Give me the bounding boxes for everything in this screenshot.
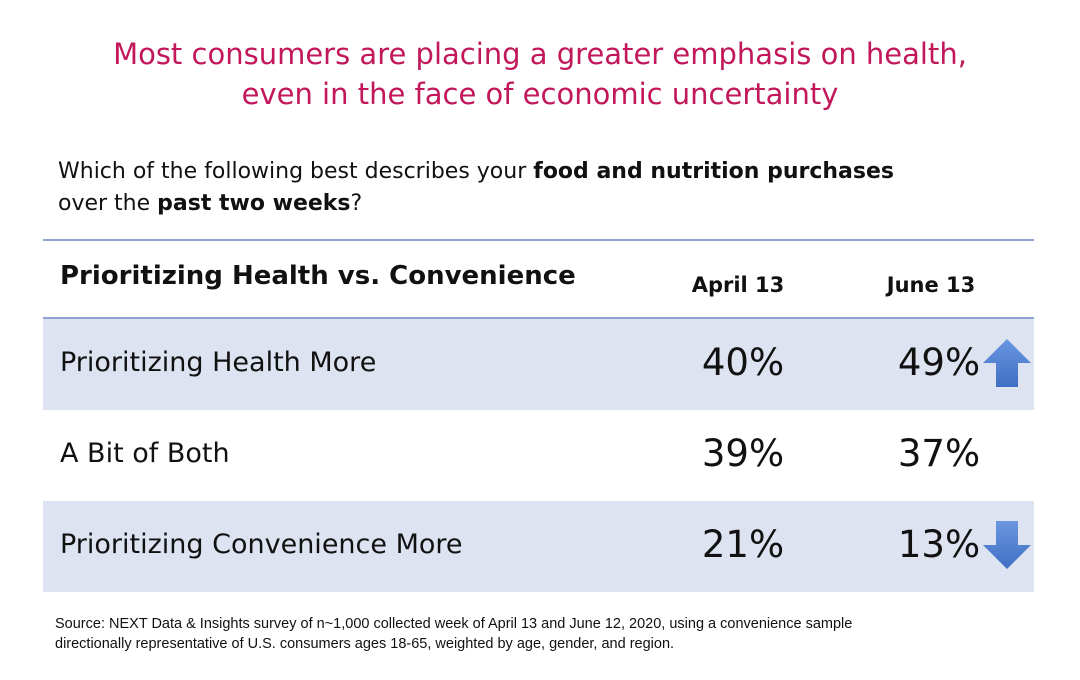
headline: Most consumers are placing a greater emp… [0, 34, 1080, 114]
question-text-3: ? [350, 191, 363, 216]
row-label: Prioritizing Health More [60, 347, 377, 378]
value-april: 21% [701, 523, 785, 566]
headline-line-1: Most consumers are placing a greater emp… [113, 37, 967, 71]
column-header-june: June 13 [886, 273, 976, 297]
arrow-up-icon [983, 339, 1031, 387]
value-april: 39% [701, 432, 785, 475]
source-line-2: directionally representative of U.S. con… [55, 636, 675, 652]
value-april: 40% [701, 341, 785, 384]
headline-line-2: even in the face of economic uncertainty [241, 77, 839, 111]
column-header-april: April 13 [691, 273, 785, 297]
arrow-down-icon [983, 521, 1031, 569]
table-row-health: Prioritizing Health More 40% 49% [43, 319, 1034, 410]
table-title: Prioritizing Health vs. Convenience [60, 261, 576, 291]
value-june: 49% [897, 341, 981, 384]
table-row-both: A Bit of Both 39% 37% [43, 410, 1034, 501]
results-table: Prioritizing Health vs. Convenience Apri… [43, 239, 1034, 592]
value-june: 13% [897, 523, 981, 566]
table-row-convenience: Prioritizing Convenience More 21% 13% [43, 501, 1034, 592]
source-footnote: Source: NEXT Data & Insights survey of n… [55, 614, 1035, 654]
row-label: A Bit of Both [60, 438, 230, 469]
table-header: Prioritizing Health vs. Convenience Apri… [43, 241, 1034, 319]
question-bold-1: food and nutrition purchases [533, 159, 895, 184]
row-label: Prioritizing Convenience More [60, 529, 463, 560]
survey-question: Which of the following best describes yo… [58, 156, 1038, 220]
question-text-2: over the [58, 191, 158, 216]
source-line-1: Source: NEXT Data & Insights survey of n… [55, 616, 853, 632]
question-bold-2: past two weeks [157, 191, 351, 216]
question-text-1: Which of the following best describes yo… [58, 159, 534, 184]
value-june: 37% [897, 432, 981, 475]
